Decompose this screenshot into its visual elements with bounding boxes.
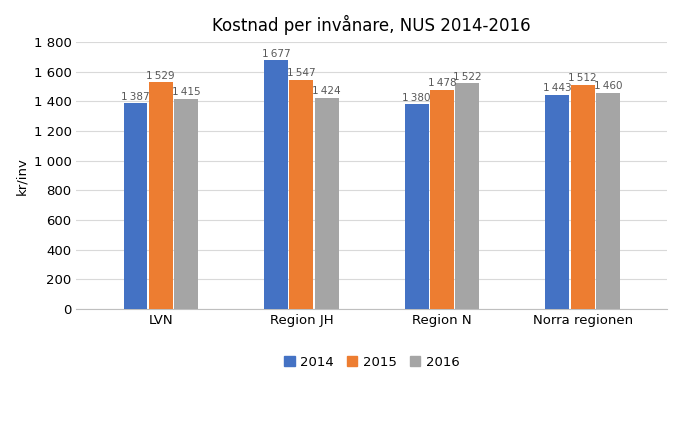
Text: 1 415: 1 415 <box>172 88 201 98</box>
Text: 1 547: 1 547 <box>287 68 316 78</box>
Bar <box>174 99 198 309</box>
Text: 1 460: 1 460 <box>594 81 622 91</box>
Bar <box>315 98 339 309</box>
Y-axis label: kr/inv: kr/inv <box>15 157 28 194</box>
Text: 1 512: 1 512 <box>568 73 597 83</box>
Bar <box>571 85 595 309</box>
Text: 1 677: 1 677 <box>262 49 291 59</box>
Title: Kostnad per invånare, NUS 2014-2016: Kostnad per invånare, NUS 2014-2016 <box>212 15 531 35</box>
Text: 1 380: 1 380 <box>402 93 431 103</box>
Bar <box>289 79 313 309</box>
Bar <box>404 105 429 309</box>
Bar <box>430 90 454 309</box>
Bar <box>596 92 620 309</box>
Bar <box>456 83 479 309</box>
Text: 1 478: 1 478 <box>428 78 456 88</box>
Legend: 2014, 2015, 2016: 2014, 2015, 2016 <box>279 350 464 374</box>
Bar <box>123 103 147 309</box>
Bar <box>264 60 288 309</box>
Bar <box>149 83 173 309</box>
Text: 1 443: 1 443 <box>543 83 572 93</box>
Text: 1 529: 1 529 <box>147 70 175 81</box>
Bar <box>546 95 569 309</box>
Text: 1 387: 1 387 <box>121 92 150 102</box>
Text: 1 522: 1 522 <box>453 72 481 82</box>
Text: 1 424: 1 424 <box>312 86 341 96</box>
